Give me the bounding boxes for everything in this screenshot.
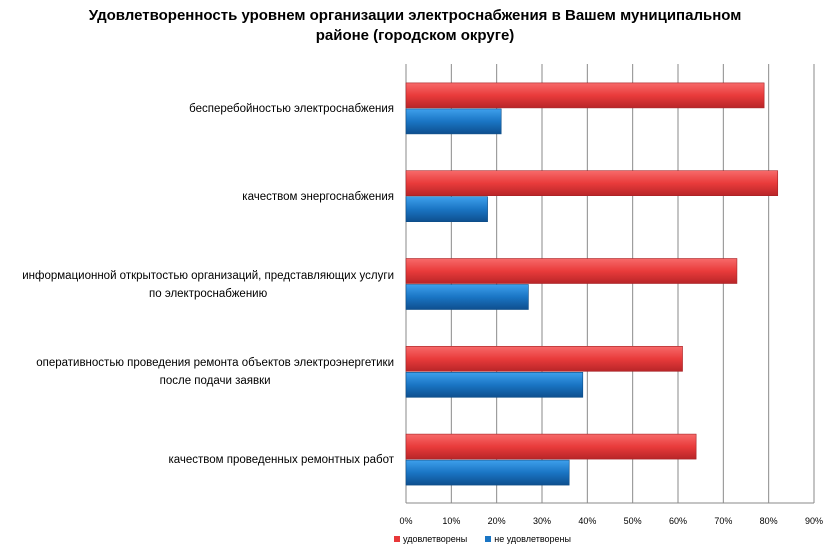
bar-satisfied bbox=[405, 258, 738, 284]
legend: удовлетворены не удовлетворены bbox=[394, 534, 571, 544]
x-tick-label: 40% bbox=[578, 516, 596, 526]
category-label: бесперебойностью электроснабжения bbox=[189, 100, 394, 118]
x-tick-label: 50% bbox=[624, 516, 642, 526]
x-tick-label: 0% bbox=[399, 516, 412, 526]
legend-label: удовлетворены bbox=[403, 534, 468, 544]
bar-not-satisfied bbox=[405, 371, 584, 398]
legend-swatch bbox=[394, 536, 400, 542]
x-tick-label: 90% bbox=[805, 516, 823, 526]
category-label-line: качеством энергоснабжения bbox=[242, 190, 394, 203]
x-tick-label: 60% bbox=[669, 516, 687, 526]
x-tick-label: 10% bbox=[442, 516, 460, 526]
legend-label: не удовлетворены bbox=[494, 534, 571, 544]
category-label: качеством проведенных ремонтных работ bbox=[168, 451, 394, 469]
bar-satisfied bbox=[405, 170, 779, 196]
category-label-line: оперативностью проведения ремонта объект… bbox=[36, 357, 394, 370]
chart-title: Удовлетворенность уровнем организации эл… bbox=[88, 7, 742, 44]
category-label-line: по электроснабжению bbox=[149, 287, 268, 300]
x-tick-label: 20% bbox=[488, 516, 506, 526]
category-label-line: информационной открытостью организаций, … bbox=[22, 269, 394, 282]
bar-satisfied bbox=[405, 433, 697, 460]
category-label: оперативностью проведения ремонта объект… bbox=[36, 354, 394, 390]
legend-item: удовлетворены bbox=[394, 534, 467, 544]
bar-satisfied bbox=[405, 82, 765, 109]
category-label: качеством энергоснабжения bbox=[242, 188, 394, 206]
legend-swatch bbox=[485, 536, 492, 542]
category-label-line: бесперебойностью электроснабжения bbox=[189, 102, 394, 115]
x-tick-label: 30% bbox=[533, 516, 551, 526]
bar-not-satisfied bbox=[405, 284, 529, 310]
category-label: информационной открытостью организаций, … bbox=[22, 267, 394, 303]
bar-not-satisfied bbox=[405, 108, 502, 135]
bar-not-satisfied bbox=[405, 196, 488, 222]
category-label-line: качеством проведенных ремонтных работ bbox=[168, 454, 394, 467]
category-label-line: после подачи заявки bbox=[159, 375, 271, 388]
bar-not-satisfied bbox=[405, 459, 570, 486]
legend-item: не удовлетворены bbox=[485, 534, 571, 544]
x-tick-label: 80% bbox=[760, 516, 778, 526]
bar-satisfied bbox=[405, 345, 683, 372]
x-tick-label: 70% bbox=[714, 516, 732, 526]
